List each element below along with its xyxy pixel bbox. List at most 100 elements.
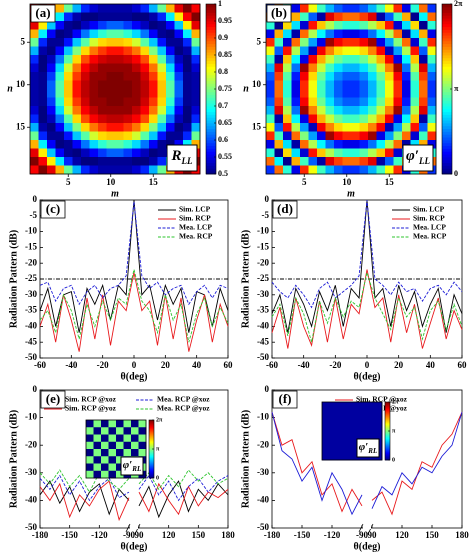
colorbar-swatch xyxy=(385,429,390,431)
series-line xyxy=(39,272,229,352)
colorbar-swatch xyxy=(206,165,216,169)
heatmap-cell xyxy=(427,55,437,64)
heatmap-cell xyxy=(334,114,343,124)
heatmap-cell xyxy=(325,114,335,124)
heatmap-cell xyxy=(55,4,65,13)
heatmap-cell xyxy=(183,38,192,47)
heatmap-cell xyxy=(174,29,184,39)
heatmap-cell xyxy=(274,97,284,107)
heatmap-cell xyxy=(308,72,318,81)
heatmap-cell xyxy=(140,131,150,141)
y-tick-label: -40 xyxy=(257,320,269,330)
heatmap-cell xyxy=(149,97,158,107)
colorbar-swatch xyxy=(442,134,452,138)
heatmap-cell xyxy=(98,38,107,47)
heatmap-cell xyxy=(300,131,309,141)
heatmap-cell xyxy=(266,114,275,124)
colorbar-swatch xyxy=(206,131,216,135)
heatmap-cell xyxy=(30,29,39,39)
colorbar-swatch xyxy=(442,40,452,45)
heatmap-cell xyxy=(108,441,117,450)
heatmap-cell xyxy=(157,38,167,47)
heatmap-cell xyxy=(98,63,107,73)
legend-label: Sim. RCP @xoz xyxy=(65,395,117,404)
heatmap-cell xyxy=(157,80,167,90)
heatmap-cell xyxy=(174,72,184,81)
heatmap-cell xyxy=(106,55,116,64)
heatmap-cell xyxy=(368,165,377,175)
heatmap-cell xyxy=(308,80,318,90)
heatmap-cell xyxy=(47,46,56,56)
heatmap-cell xyxy=(376,38,386,47)
colorbar-swatch xyxy=(206,32,216,36)
heatmap-cell xyxy=(274,72,284,81)
heatmap-cell xyxy=(308,63,318,73)
heatmap-cell xyxy=(123,38,133,47)
legend-label: Mea. RCP xyxy=(179,232,213,241)
heatmap-cell xyxy=(419,89,428,98)
colorbar-swatch xyxy=(206,89,216,93)
heatmap-cell xyxy=(351,165,360,175)
colorbar-swatch xyxy=(442,94,452,98)
colorbar-swatch xyxy=(385,425,390,427)
heatmap-cell xyxy=(106,4,116,13)
colorbar-tick-label: 0.75 xyxy=(218,84,232,93)
heatmap-cell xyxy=(385,157,394,166)
heatmap-cell xyxy=(337,445,353,461)
heatmap-cell xyxy=(132,89,141,98)
heatmap-cell xyxy=(351,55,360,64)
heatmap-cell xyxy=(138,427,147,435)
heatmap-cell xyxy=(38,89,48,98)
heatmap-cell xyxy=(393,55,403,64)
heatmap-cell xyxy=(89,123,99,132)
heatmap-cell xyxy=(342,29,352,39)
y-tick-label: -20 xyxy=(257,257,269,267)
colorbar-swatch xyxy=(149,460,154,462)
colorbar-swatch xyxy=(206,114,216,118)
heatmap-cell xyxy=(123,55,133,64)
heatmap-cell xyxy=(149,63,158,73)
colorbar-swatch xyxy=(149,452,154,455)
heatmap-cell xyxy=(334,165,343,175)
heatmap-cell xyxy=(351,12,360,22)
axis-break xyxy=(125,523,131,533)
colorbar-swatch xyxy=(149,447,154,449)
colorbar-swatch xyxy=(206,72,216,76)
heatmap-cell xyxy=(183,140,192,149)
heatmap-cell xyxy=(342,4,352,13)
heatmap-cell xyxy=(334,38,343,47)
heatmap-cell xyxy=(138,434,147,443)
heatmap-cell xyxy=(291,55,301,64)
heatmap-cell xyxy=(342,89,352,98)
heatmap-cell xyxy=(191,80,201,90)
heatmap-cell xyxy=(427,106,437,115)
x-tick-label: -60 xyxy=(34,360,46,370)
heatmap-cell xyxy=(385,89,394,98)
colorbar-swatch xyxy=(442,29,452,33)
colorbar-swatch xyxy=(206,9,216,13)
heatmap-cell xyxy=(55,80,65,90)
heatmap-cell xyxy=(308,165,318,175)
heatmap-cell xyxy=(140,12,150,22)
colorbar-swatch xyxy=(385,428,390,430)
colorbar-swatch xyxy=(442,12,452,16)
heatmap-cell xyxy=(157,72,167,81)
heatmap-cell xyxy=(38,140,48,149)
heatmap-cell xyxy=(123,89,133,98)
heatmap-cell xyxy=(291,21,301,30)
heatmap-cell xyxy=(402,80,411,90)
colorbar-swatch xyxy=(442,55,452,59)
colorbar-swatch xyxy=(385,417,390,419)
heatmap-cell xyxy=(81,106,90,115)
colorbar-swatch xyxy=(385,452,390,454)
heatmap-cell xyxy=(342,46,352,56)
heatmap-cell xyxy=(89,63,99,73)
colorbar-swatch xyxy=(442,100,452,104)
heatmap-cell xyxy=(308,106,318,115)
heatmap-cell xyxy=(81,97,90,107)
heatmap-cell xyxy=(81,157,90,166)
colorbar-swatch xyxy=(442,69,452,73)
colorbar-swatch xyxy=(442,131,452,135)
heatmap-cell xyxy=(393,89,403,98)
heatmap-cell xyxy=(138,441,147,450)
